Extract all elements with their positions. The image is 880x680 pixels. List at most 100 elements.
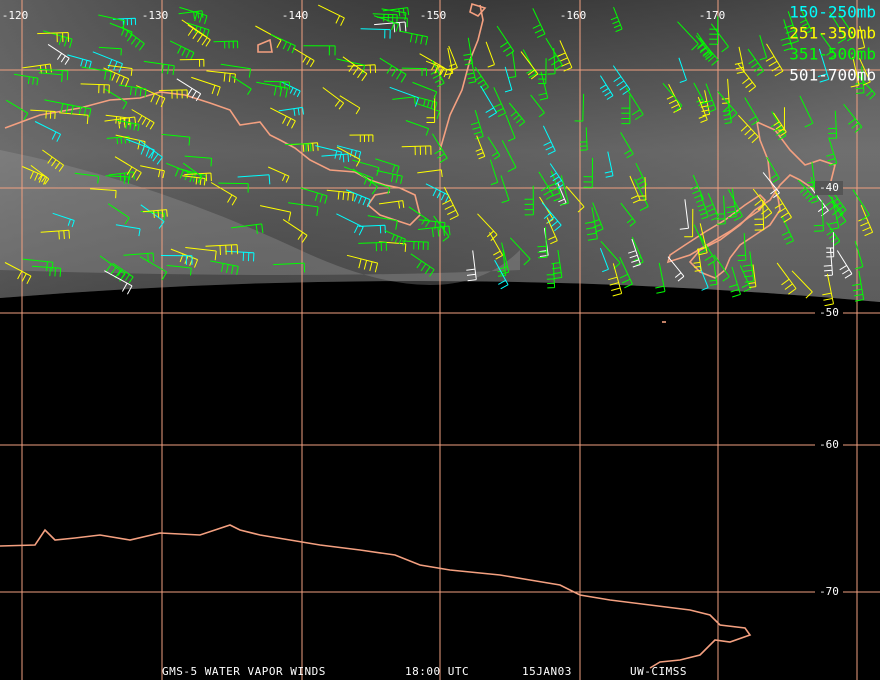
wind-barb xyxy=(317,4,345,26)
wind-barb xyxy=(625,87,644,121)
wind-barb xyxy=(237,174,271,185)
wind-barb xyxy=(850,56,860,88)
legend-entry: 501-700mb xyxy=(789,66,876,85)
wind-barb xyxy=(112,262,134,284)
wind-barb xyxy=(442,186,459,221)
wind-barb xyxy=(142,209,168,218)
wind-barb xyxy=(466,57,477,84)
wind-barb xyxy=(855,66,865,94)
wind-barb xyxy=(43,30,73,48)
wind-barb xyxy=(22,166,48,185)
wind-barb xyxy=(349,134,374,142)
wind-barb xyxy=(430,59,445,88)
wind-barb xyxy=(278,106,304,116)
wind-barb xyxy=(98,46,122,56)
wind-barb xyxy=(489,232,504,260)
wind-barb xyxy=(662,82,683,112)
wind-barb xyxy=(638,177,647,201)
wind-barb xyxy=(828,196,840,231)
wind-barb xyxy=(213,40,239,49)
wind-barb xyxy=(738,114,759,144)
wind-barb xyxy=(352,159,380,176)
footer-text: 18:00 UTC xyxy=(405,665,469,678)
wind-barb xyxy=(690,174,704,203)
wind-barb xyxy=(504,66,513,93)
wind-barb xyxy=(532,8,546,39)
wind-barb xyxy=(497,249,507,277)
wind-barb xyxy=(182,162,203,183)
wind-barb xyxy=(42,149,65,172)
legend-entry: 351-500mb xyxy=(789,45,876,64)
wind-barb xyxy=(709,261,718,286)
label-backdrop xyxy=(815,438,843,452)
wind-barb xyxy=(210,182,238,206)
wind-barb xyxy=(774,191,792,223)
wind-barb xyxy=(726,188,737,219)
coastline xyxy=(469,2,487,17)
wind-barb xyxy=(80,83,110,94)
wind-barb xyxy=(115,224,141,237)
wind-barb xyxy=(858,204,874,237)
wind-barb xyxy=(677,21,699,51)
wind-barb xyxy=(4,262,32,285)
wind-barb xyxy=(857,74,876,100)
wind-barb xyxy=(103,67,130,87)
wind-barb xyxy=(179,6,208,25)
wind-barb xyxy=(505,114,516,142)
wind-barb xyxy=(498,242,510,275)
wind-barb xyxy=(857,25,866,50)
wind-barb xyxy=(470,110,484,140)
wind-barb xyxy=(826,232,835,258)
wind-barb xyxy=(44,99,74,115)
wind-barb xyxy=(256,81,288,98)
wind-barb xyxy=(107,203,130,225)
wind-barb xyxy=(843,103,863,133)
wind-barb xyxy=(852,189,870,221)
wind-barb xyxy=(620,132,634,159)
wind-barb xyxy=(408,206,431,228)
wind-barb xyxy=(489,159,499,186)
wind-barb xyxy=(822,273,834,307)
wind-barb xyxy=(541,202,562,232)
wind-barb xyxy=(599,75,614,100)
moisture-band xyxy=(0,150,520,285)
wind-barb xyxy=(852,270,865,302)
wind-barb xyxy=(487,136,501,160)
wind-barb xyxy=(259,205,292,222)
latitude-label: -40 xyxy=(819,181,839,194)
wind-barb xyxy=(326,189,354,201)
wind-barb xyxy=(139,256,168,281)
wind-barb xyxy=(678,57,687,83)
wind-barb xyxy=(474,66,489,92)
wind-barb xyxy=(500,175,510,204)
wind-barb xyxy=(336,146,361,167)
wind-barb xyxy=(799,95,814,128)
wind-barb xyxy=(549,163,565,189)
wind-barb xyxy=(859,58,871,86)
wind-barb xyxy=(791,270,813,299)
wind-barb xyxy=(38,72,63,82)
wind-barb xyxy=(547,47,556,75)
wind-barb xyxy=(704,83,717,113)
wind-barb xyxy=(684,208,694,238)
wind-barb xyxy=(621,94,631,125)
wind-barb xyxy=(480,85,498,118)
wind-barb xyxy=(448,45,458,71)
wind-barb xyxy=(166,264,192,276)
wind-barb xyxy=(538,58,547,85)
wind-barb xyxy=(522,49,537,79)
wind-barb xyxy=(74,172,100,184)
wind-barb xyxy=(321,153,350,163)
wind-barb xyxy=(47,43,70,65)
wind-barb xyxy=(412,81,438,100)
wind-barb xyxy=(114,156,142,181)
wind-barb xyxy=(22,258,54,272)
wind-barb xyxy=(425,183,450,203)
wind-barb xyxy=(742,251,755,283)
wind-barb xyxy=(52,212,75,228)
wind-barb xyxy=(574,93,585,122)
wind-barb xyxy=(524,185,534,216)
wind-barb xyxy=(270,107,296,129)
